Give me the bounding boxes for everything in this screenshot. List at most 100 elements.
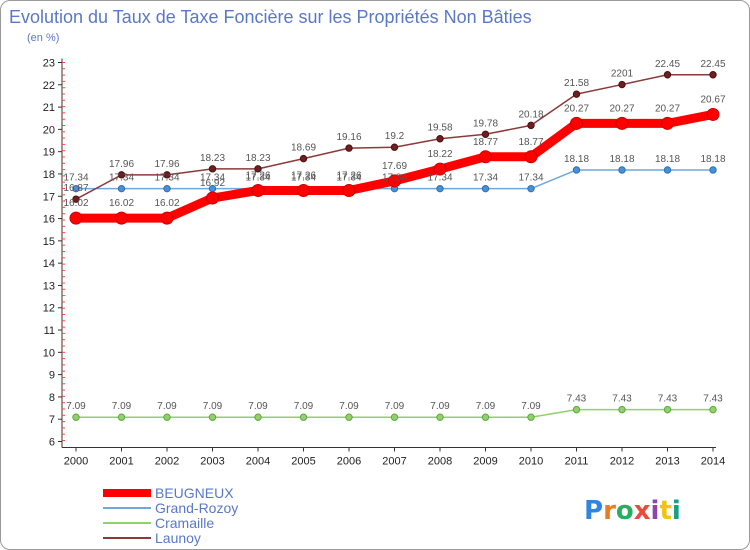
data-point-launoy — [436, 135, 444, 143]
data-label-beugneux: 16.02 — [154, 198, 179, 209]
data-label-cramaille: 7.43 — [567, 394, 587, 405]
proxiti-logo-letter: P — [584, 496, 603, 526]
data-point-beugneux — [479, 150, 492, 164]
data-label-grand-rozoy: 17.34 — [63, 173, 88, 184]
data-label-launoy: 18.69 — [291, 143, 316, 154]
data-point-cramaille — [481, 413, 490, 421]
axes: 6 7 8 9 10 11 12 13 14 15 16 17 18 19 20 21 22 23 2000 2001… — [43, 58, 725, 468]
data-label-cramaille: 7.09 — [203, 401, 223, 412]
data-label-cramaille: 7.09 — [476, 401, 496, 412]
data-point-beugneux — [342, 183, 356, 197]
data-point-grand-rozoy — [117, 184, 126, 193]
data-label-grand-rozoy: 17.34 — [154, 173, 179, 184]
data-label-launoy: 18.23 — [245, 153, 270, 164]
data-label-launoy: 19.2 — [385, 131, 405, 142]
data-point-launoy — [254, 165, 262, 173]
x-tick-label: 2009 — [473, 456, 497, 468]
y-tick-label: 21 — [43, 102, 55, 114]
data-point-cramaille — [299, 413, 308, 421]
data-labels: 7.09 7.09 7.09 7.09 7.09 7.09 7.09 7.09 7.09 7.09… — [63, 59, 725, 412]
data-point-launoy — [72, 195, 80, 203]
data-label-cramaille: 7.09 — [294, 401, 314, 412]
proxiti-logo-letter: i — [672, 496, 681, 526]
proxiti-logo-letter: t — [659, 496, 671, 526]
data-label-grand-rozoy: 17.34 — [109, 173, 134, 184]
data-label-launoy: 18.23 — [200, 153, 225, 164]
data-label-grand-rozoy: 17.34 — [382, 173, 407, 184]
data-label-grand-rozoy: 18.18 — [564, 154, 589, 165]
data-label-launoy: 17.96 — [109, 159, 134, 170]
data-label-launoy: 19.16 — [336, 132, 361, 143]
data-label-launoy: 19.78 — [473, 118, 498, 129]
x-tick-label: 2004 — [246, 456, 270, 468]
y-tick-label: 10 — [43, 347, 55, 359]
data-label-launoy: 22.45 — [655, 59, 680, 70]
series-layer — [69, 71, 720, 421]
x-tick-label: 2007 — [382, 456, 406, 468]
data-label-beugneux: 17.26 — [291, 170, 316, 181]
data-point-beugneux — [297, 183, 310, 197]
data-label-cramaille: 7.09 — [521, 401, 541, 412]
data-label-beugneux: 20.27 — [609, 103, 634, 114]
data-point-launoy — [618, 80, 626, 89]
legend-label-cramaille: Cramaille — [155, 515, 214, 531]
legend-label-beugneux: BEUGNEUX — [155, 485, 234, 501]
x-tick-label: 2008 — [428, 456, 452, 468]
data-point-launoy — [572, 90, 581, 98]
data-label-beugneux: 18.77 — [518, 137, 543, 148]
data-label-beugneux: 17.26 — [336, 170, 361, 181]
data-point-beugneux — [524, 150, 538, 164]
data-label-grand-rozoy: 17.34 — [245, 173, 270, 184]
data-point-grand-rozoy — [527, 184, 535, 193]
data-label-grand-rozoy: 18.18 — [655, 154, 680, 165]
y-axis-unit-label: (en %) — [27, 32, 59, 44]
x-tick-label: 2001 — [109, 456, 133, 468]
x-tick-label: 2010 — [519, 456, 543, 468]
data-point-launoy — [345, 144, 353, 152]
x-tick-label: 2000 — [64, 456, 88, 468]
y-tick-label: 8 — [49, 392, 55, 404]
y-tick-label: 18 — [43, 169, 55, 181]
x-tick-label: 2005 — [291, 456, 315, 468]
data-label-cramaille: 7.43 — [612, 394, 632, 405]
y-tick-label: 14 — [43, 258, 55, 270]
data-label-launoy: 2201 — [611, 69, 634, 80]
y-tick-label: 6 — [49, 437, 55, 449]
y-tick-label: 20 — [43, 124, 55, 136]
data-point-beugneux — [615, 116, 629, 130]
data-point-cramaille — [254, 413, 262, 421]
x-tick-label: 2011 — [565, 456, 589, 468]
data-point-cramaille — [436, 413, 444, 421]
data-point-cramaille — [709, 405, 717, 414]
data-point-launoy — [163, 171, 171, 179]
data-label-launoy: 21.58 — [564, 78, 589, 89]
y-tick-label: 12 — [43, 303, 55, 315]
data-point-launoy — [527, 121, 535, 130]
x-tick-label: 2012 — [610, 456, 634, 468]
data-point-beugneux — [69, 211, 83, 225]
data-label-cramaille: 7.09 — [248, 401, 268, 412]
y-tick-label: 9 — [49, 370, 55, 382]
data-point-grand-rozoy — [481, 184, 490, 193]
data-point-cramaille — [208, 413, 217, 421]
data-label-cramaille: 7.09 — [66, 401, 86, 412]
data-label-beugneux: 16.92 — [200, 178, 225, 189]
data-point-cramaille — [117, 413, 126, 421]
data-point-launoy — [481, 130, 490, 138]
data-label-grand-rozoy: 17.34 — [473, 173, 498, 184]
y-tick-label: 11 — [44, 325, 55, 337]
x-tick-label: 2002 — [155, 456, 179, 468]
proxiti-logo-letter: x — [634, 496, 651, 526]
data-point-beugneux — [570, 116, 583, 130]
data-point-beugneux — [706, 107, 720, 121]
data-label-grand-rozoy: 17.34 — [518, 173, 543, 184]
data-point-beugneux — [661, 116, 674, 130]
data-point-cramaille — [345, 413, 353, 421]
data-label-cramaille: 7.09 — [430, 401, 450, 412]
data-label-cramaille: 7.09 — [112, 401, 132, 412]
data-point-grand-rozoy — [163, 184, 171, 193]
data-point-cramaille — [163, 413, 171, 421]
legend-label-launoy: Launoy — [155, 530, 201, 546]
data-point-cramaille — [618, 405, 626, 414]
proxiti-logo: Proxiti — [584, 496, 681, 526]
